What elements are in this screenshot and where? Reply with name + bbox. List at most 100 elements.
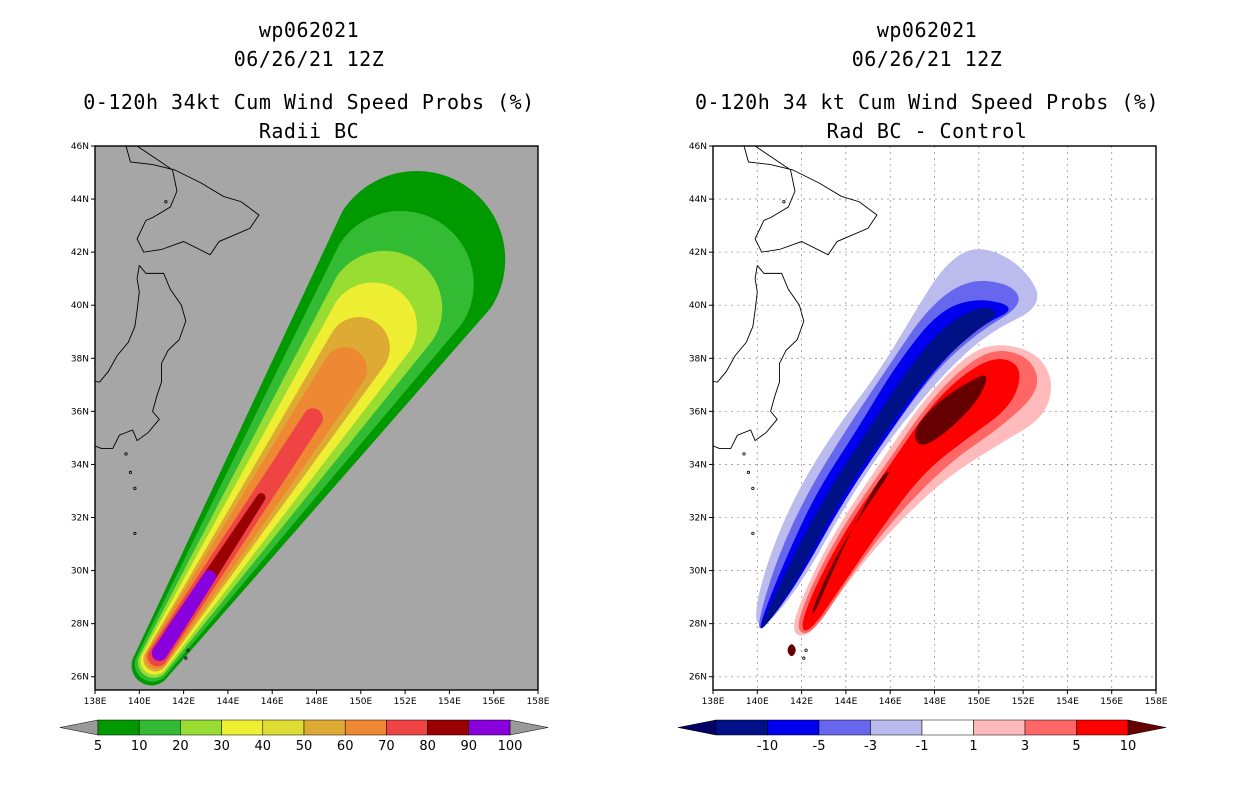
colorbar-segment bbox=[715, 719, 768, 736]
colorbar-segment bbox=[921, 719, 974, 736]
y-tick-label: 30N bbox=[71, 567, 89, 577]
x-tick-label: 142E bbox=[172, 697, 195, 707]
colorbar-low-extend bbox=[677, 719, 717, 736]
storm-id: wp062021 bbox=[876, 18, 978, 42]
colorbar-segment bbox=[818, 719, 871, 736]
x-tick-label: 138E bbox=[84, 697, 107, 707]
chart-subtitle: Radii BC bbox=[258, 119, 360, 143]
colorbar-label: 30 bbox=[213, 739, 230, 754]
colorbar-low-extend bbox=[59, 719, 99, 736]
colorbar-segment bbox=[303, 719, 346, 736]
y-tick-label: 42N bbox=[689, 248, 707, 258]
wind-prob-diff-map: 138E 140E 142E 144E 146E 148E 150E 152E 154E 156E… bbox=[677, 142, 1168, 754]
colorbar-label: 10 bbox=[131, 739, 148, 754]
colorbar-label: 5 bbox=[94, 739, 102, 754]
valid-time: 06/26/21 12Z bbox=[233, 47, 385, 71]
y-tick-label: 30N bbox=[689, 567, 707, 577]
island bbox=[751, 486, 755, 490]
colorbar-label: -5 bbox=[813, 739, 826, 754]
chart-title: 0-120h 34kt Cum Wind Speed Probs (%) bbox=[83, 90, 535, 114]
coastline bbox=[713, 146, 878, 660]
colorbar-label: 60 bbox=[337, 739, 354, 754]
x-tick-label: 148E bbox=[305, 697, 328, 707]
wind-prob-map: 138E 140E 142E 144E 146E 148E 150E 152E 154E 156E… bbox=[59, 142, 550, 754]
colorbar-label: 40 bbox=[255, 739, 272, 754]
colorbar-segment bbox=[468, 719, 511, 736]
y-tick-label: 46N bbox=[689, 142, 707, 152]
x-tick-label: 156E bbox=[1100, 697, 1123, 707]
colorbar-segment bbox=[386, 719, 428, 736]
colorbar: -10 -5 -3 -1 1 3 5 10 bbox=[677, 719, 1167, 754]
y-tick-label: 36N bbox=[71, 407, 89, 417]
x-tick-label: 150E bbox=[967, 697, 990, 707]
colorbar-label: 50 bbox=[296, 739, 313, 754]
colorbar-label: 5 bbox=[1072, 739, 1080, 754]
colorbar-label: -3 bbox=[864, 739, 877, 754]
y-tick-label: 40N bbox=[689, 301, 707, 311]
colorbar-segment bbox=[262, 719, 305, 736]
colorbar-high-extend bbox=[509, 719, 549, 736]
x-tick-label: 140E bbox=[128, 697, 151, 707]
colorbar-segment bbox=[97, 719, 140, 736]
x-tick-label: 138E bbox=[702, 697, 725, 707]
colorbar-segment bbox=[344, 719, 387, 736]
colorbar-label: 90 bbox=[461, 739, 478, 754]
colorbar-label: 100 bbox=[498, 739, 523, 754]
colorbar-label: 3 bbox=[1021, 739, 1029, 754]
contour-level-10 bbox=[787, 644, 796, 657]
y-tick-label: 28N bbox=[71, 620, 89, 630]
chart-subtitle: Rad BC - Control bbox=[826, 119, 1028, 143]
colorbar-segment bbox=[427, 719, 470, 736]
coastline-segment bbox=[743, 146, 878, 256]
island bbox=[186, 648, 190, 652]
x-tick-label: 152E bbox=[394, 697, 417, 707]
y-tick-label: 28N bbox=[689, 620, 707, 630]
contour-level-5 bbox=[802, 358, 1020, 631]
y-tick-label: 34N bbox=[689, 460, 707, 470]
y-tick-label: 44N bbox=[689, 195, 707, 205]
x-tick-label: 146E bbox=[879, 697, 902, 707]
colorbar-label: 10 bbox=[1120, 739, 1137, 754]
y-tick-label: 34N bbox=[71, 460, 89, 470]
map-plot-area: 138E 140E 142E 144E 146E 148E 150E 152E 154E 156E… bbox=[71, 142, 550, 707]
x-tick-label: 142E bbox=[790, 697, 813, 707]
storm-id: wp062021 bbox=[258, 18, 360, 42]
colorbar-label: -1 bbox=[916, 739, 929, 754]
x-tick-label: 140E bbox=[746, 697, 769, 707]
colorbar-segment bbox=[973, 719, 1026, 736]
y-tick-label: 46N bbox=[71, 142, 89, 152]
y-tick-label: 26N bbox=[71, 673, 89, 683]
colorbar-segment bbox=[870, 719, 923, 736]
y-tick-label: 42N bbox=[71, 248, 89, 258]
island bbox=[128, 470, 133, 474]
colorbar-label: 80 bbox=[419, 739, 436, 754]
island bbox=[133, 486, 137, 490]
y-tick-label: 40N bbox=[71, 301, 89, 311]
colorbar-label: -10 bbox=[757, 739, 778, 754]
island bbox=[746, 470, 751, 474]
x-tick-label: 154E bbox=[1056, 697, 1079, 707]
island bbox=[751, 531, 755, 536]
x-tick-label: 148E bbox=[923, 697, 946, 707]
y-tick-label: 36N bbox=[689, 407, 707, 417]
x-tick-label: 144E bbox=[834, 697, 857, 707]
x-tick-label: 158E bbox=[1145, 697, 1168, 707]
map-plot-area: 138E 140E 142E 144E 146E 148E 150E 152E 154E 156E… bbox=[689, 142, 1168, 707]
colorbar-segment bbox=[138, 719, 181, 736]
coastline-segment bbox=[125, 146, 260, 256]
y-tick-label: 44N bbox=[71, 195, 89, 205]
x-tick-label: 154E bbox=[438, 697, 461, 707]
panel-radii-bc: wp062021 06/26/21 12Z 0-120h 34kt Cum Wi… bbox=[59, 18, 550, 754]
colorbar-segment bbox=[767, 719, 820, 736]
x-tick-label: 156E bbox=[482, 697, 505, 707]
colorbar-segment bbox=[221, 719, 264, 736]
coastline bbox=[95, 146, 260, 660]
colorbar-high-extend bbox=[1127, 719, 1167, 736]
colorbar: 5 10 20 30 40 50 60 70 80 90 100 bbox=[59, 719, 549, 754]
contour-level-10 bbox=[915, 375, 987, 445]
y-tick-label: 32N bbox=[71, 514, 89, 524]
island bbox=[164, 200, 168, 204]
island bbox=[782, 200, 786, 204]
colorbar-label: 1 bbox=[969, 739, 977, 754]
valid-time: 06/26/21 12Z bbox=[851, 47, 1003, 71]
